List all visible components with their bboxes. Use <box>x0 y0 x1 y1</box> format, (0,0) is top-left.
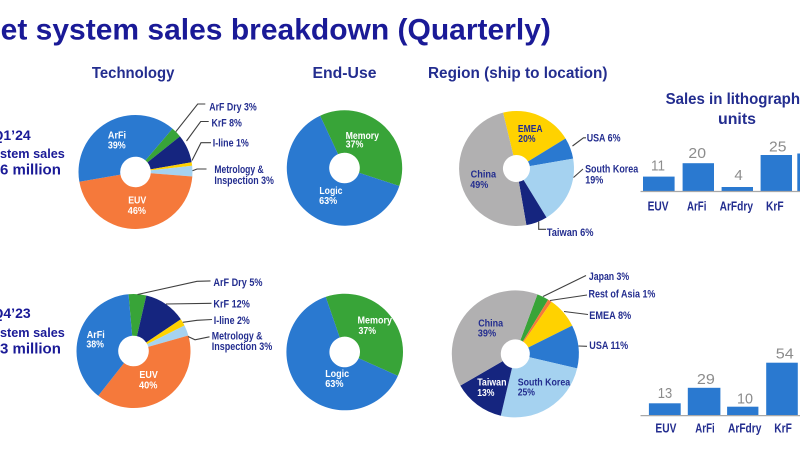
svg-text:China: China <box>478 319 503 330</box>
svg-text:I-line 2%: I-line 2% <box>214 315 250 327</box>
svg-text:39%: 39% <box>108 140 126 151</box>
svg-text:EMEA 8%: EMEA 8% <box>589 310 631 322</box>
svg-text:63%: 63% <box>325 379 343 390</box>
svg-text:Sales in lithography: Sales in lithography <box>666 91 800 108</box>
svg-text:13: 13 <box>658 385 672 402</box>
svg-text:EUV: EUV <box>655 420 676 435</box>
svg-text:USA 6%: USA 6% <box>587 133 621 145</box>
svg-text:13%: 13% <box>477 388 494 399</box>
svg-text:units: units <box>718 111 756 128</box>
svg-text:Q1’24: Q1’24 <box>0 127 31 143</box>
svg-text:Logic: Logic <box>319 186 342 197</box>
svg-text:KrF 8%: KrF 8% <box>212 117 242 129</box>
svg-text:38%: 38% <box>86 340 104 351</box>
svg-text:Taiwan 6%: Taiwan 6% <box>547 227 594 239</box>
svg-text:63%: 63% <box>319 196 337 207</box>
svg-text:Q4’23: Q4’23 <box>0 305 31 321</box>
svg-text:End-Use: End-Use <box>313 65 377 82</box>
svg-text:4: 4 <box>734 167 742 184</box>
svg-text:54: 54 <box>776 346 794 363</box>
svg-text:South Korea: South Korea <box>585 164 639 176</box>
svg-text:ArFi: ArFi <box>108 131 126 142</box>
svg-text:10: 10 <box>737 390 753 407</box>
svg-text:11: 11 <box>651 157 665 174</box>
svg-text:49%: 49% <box>470 180 488 191</box>
svg-text:Technology: Technology <box>92 65 175 82</box>
svg-text:Inspection 3%: Inspection 3% <box>212 341 273 353</box>
svg-text:46%: 46% <box>128 206 146 217</box>
svg-text:Total net system sales: Total net system sales <box>0 326 65 340</box>
svg-text:ArF Dry 5%: ArF Dry 5% <box>213 277 262 289</box>
svg-text:Memory: Memory <box>346 131 380 142</box>
svg-text:37%: 37% <box>346 140 364 151</box>
svg-text:China: China <box>471 170 497 181</box>
svg-text:37%: 37% <box>359 326 377 337</box>
svg-text:Region (ship to location): Region (ship to location) <box>428 65 608 82</box>
svg-text:39%: 39% <box>478 328 496 339</box>
svg-text:Japan 3%: Japan 3% <box>589 271 629 283</box>
svg-text:ArF Dry 3%: ArF Dry 3% <box>209 101 257 113</box>
svg-text:€5,723 million: €5,723 million <box>0 341 61 358</box>
svg-text:Memory: Memory <box>358 316 393 327</box>
svg-text:ArFi: ArFi <box>695 420 714 435</box>
svg-text:ArFi: ArFi <box>87 330 105 341</box>
svg-text:19%: 19% <box>585 175 603 187</box>
svg-text:ArFdry: ArFdry <box>728 420 762 435</box>
svg-text:I-line 1%: I-line 1% <box>213 138 249 150</box>
svg-text:29: 29 <box>697 371 715 388</box>
svg-text:20: 20 <box>688 145 706 162</box>
svg-text:Metrology &: Metrology & <box>214 164 263 176</box>
svg-text:EUV: EUV <box>648 198 669 213</box>
svg-text:USA 11%: USA 11% <box>589 340 628 352</box>
svg-text:Taiwan: Taiwan <box>477 378 506 389</box>
svg-text:ArFi: ArFi <box>687 198 706 213</box>
svg-text:€3,956 million: €3,956 million <box>0 162 61 179</box>
svg-text:Total net system sales: Total net system sales <box>0 147 65 161</box>
svg-text:40%: 40% <box>139 380 157 391</box>
svg-text:EUV: EUV <box>139 370 158 381</box>
svg-text:Rest of Asia 1%: Rest of Asia 1% <box>589 289 656 301</box>
svg-text:Net system sales breakdown (Qu: Net system sales breakdown (Quarterly) <box>0 14 551 47</box>
svg-text:KrF 12%: KrF 12% <box>213 298 249 310</box>
svg-text:Metrology &: Metrology & <box>212 331 263 343</box>
svg-text:25: 25 <box>769 139 786 156</box>
svg-text:EMEA: EMEA <box>518 124 543 135</box>
svg-text:ArFdry: ArFdry <box>720 198 754 213</box>
svg-text:Inspection 3%: Inspection 3% <box>214 175 274 187</box>
svg-text:EUV: EUV <box>128 195 146 206</box>
svg-text:25%: 25% <box>518 388 535 399</box>
svg-text:Logic: Logic <box>325 369 349 380</box>
svg-text:KrF: KrF <box>774 420 792 435</box>
svg-text:South Korea: South Korea <box>518 378 571 389</box>
svg-text:20%: 20% <box>518 134 535 145</box>
svg-text:KrF: KrF <box>766 198 784 213</box>
